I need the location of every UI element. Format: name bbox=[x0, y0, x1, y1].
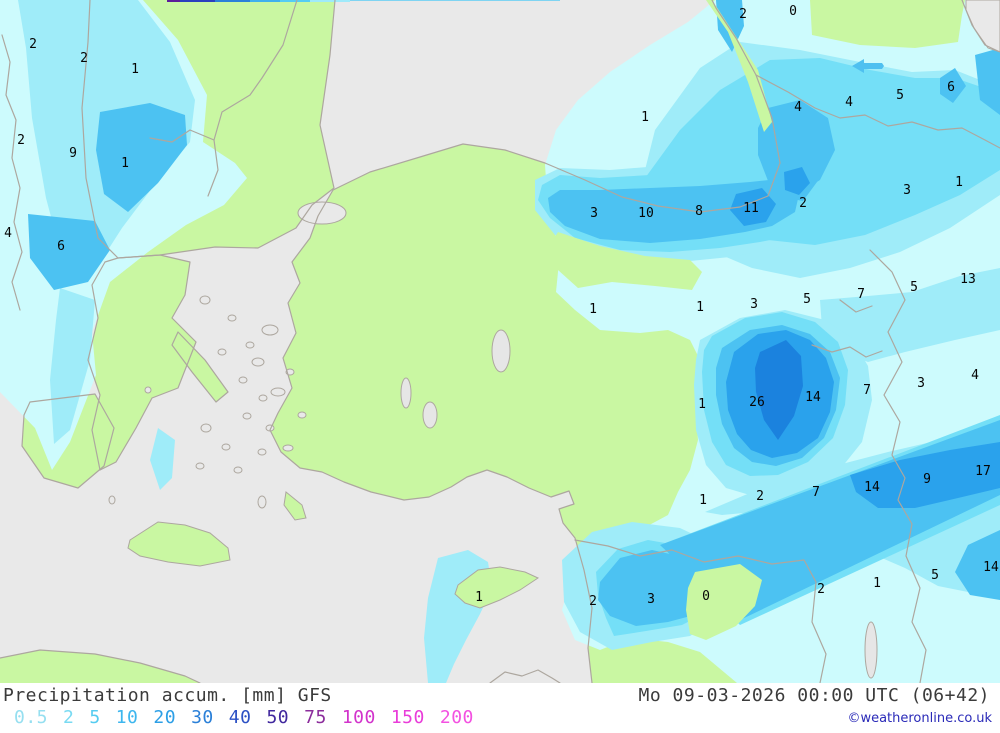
map-value-label: 3 bbox=[750, 297, 758, 312]
lake-tuz bbox=[491, 329, 511, 373]
map-value-label: 13 bbox=[960, 272, 976, 287]
map-value-label: 0 bbox=[789, 4, 797, 19]
map-value-label: 2 bbox=[756, 489, 764, 504]
map-value-label: 10 bbox=[638, 206, 654, 221]
map-value-label: 1 bbox=[475, 590, 483, 605]
map-value-label: 1 bbox=[698, 397, 706, 412]
legend-value: 75 bbox=[304, 707, 327, 728]
map-value-label: 1 bbox=[699, 493, 707, 508]
legend-value: 30 bbox=[191, 707, 214, 728]
legend-value: 100 bbox=[341, 707, 376, 728]
precipitation-layer bbox=[0, 0, 1000, 683]
legend-scale: 0.5 2 5 10 20 30 40 50 75 100 150 200 bbox=[14, 707, 474, 728]
rhodes-island bbox=[283, 491, 307, 521]
map-value-label: 9 bbox=[69, 146, 77, 161]
map-value-label: 2 bbox=[80, 51, 88, 66]
map-value-label: 14 bbox=[983, 560, 999, 575]
legend-value: 0.5 bbox=[14, 707, 49, 728]
map-value-label: 2 bbox=[589, 594, 597, 609]
map-value-label: 2 bbox=[17, 133, 25, 148]
map-value-label: 7 bbox=[863, 383, 871, 398]
map-value-label: 2 bbox=[29, 37, 37, 52]
copyright-link[interactable]: ©weatheronline.co.uk bbox=[847, 711, 992, 726]
map-value-label: 9 bbox=[923, 472, 931, 487]
map-value-label: 3 bbox=[590, 206, 598, 221]
map-value-label: 1 bbox=[641, 110, 649, 125]
crete-island bbox=[127, 521, 231, 567]
map-value-label: 1 bbox=[121, 156, 129, 171]
map-value-label: 2 bbox=[799, 196, 807, 211]
map-value-label: 5 bbox=[910, 280, 918, 295]
coastline-layer bbox=[0, 0, 1000, 683]
map-value-label: 6 bbox=[947, 80, 955, 95]
legend-value: 40 bbox=[228, 707, 252, 728]
map-value-label: 26 bbox=[749, 395, 765, 410]
map-value-label: 3 bbox=[917, 376, 925, 391]
map-value-label: 1 bbox=[589, 302, 597, 317]
map-value-label: 7 bbox=[812, 485, 820, 500]
legend-value: 150 bbox=[390, 707, 425, 728]
map-value-label: 4 bbox=[794, 100, 802, 115]
weather-map: 2 2 1 2 9 1 4 6 2 0 1 4 4 5 6 3 10 8 11 2 3 1 1 1 3 5 7 5 13 1 26 14 7 3 4… bbox=[0, 0, 1000, 683]
legend-value: 50 bbox=[266, 707, 290, 728]
map-value-label: 17 bbox=[975, 464, 991, 479]
map-value-label: 4 bbox=[971, 368, 979, 383]
map-value-label: 5 bbox=[896, 88, 904, 103]
map-value-label: 3 bbox=[903, 183, 911, 198]
map-value-label: 1 bbox=[131, 62, 139, 77]
map-value-label: 5 bbox=[803, 292, 811, 307]
wind-arrow-icon bbox=[852, 59, 884, 73]
map-value-label: 4 bbox=[845, 95, 853, 110]
map-value-label: 7 bbox=[857, 287, 865, 302]
map-value-label: 2 bbox=[817, 582, 825, 597]
legend-value: 2 bbox=[63, 707, 75, 728]
map-value-label: 14 bbox=[805, 390, 821, 405]
legend-value: 10 bbox=[115, 707, 139, 728]
map-title: Precipitation accum. [mm] GFS bbox=[3, 685, 332, 706]
map-value-label: 6 bbox=[57, 239, 65, 254]
footer-bar: Precipitation accum. [mm] GFS Mo 09-03-2… bbox=[0, 683, 1000, 733]
map-value-label: 2 bbox=[739, 7, 747, 22]
map-value-label: 1 bbox=[873, 576, 881, 591]
legend-value: 200 bbox=[439, 707, 474, 728]
legend-value: 20 bbox=[153, 707, 177, 728]
dead-sea bbox=[864, 621, 878, 679]
cyprus-island bbox=[454, 566, 540, 609]
map-value-label: 3 bbox=[647, 592, 655, 607]
map-value-label: 5 bbox=[931, 568, 939, 583]
map-value-label: 1 bbox=[955, 175, 963, 190]
legend-value: 5 bbox=[89, 707, 101, 728]
map-value-label: 11 bbox=[743, 201, 759, 216]
islands-and-lakes-layer bbox=[108, 0, 1000, 679]
map-value-label: 4 bbox=[4, 226, 12, 241]
map-value-label: 0 bbox=[702, 589, 710, 604]
map-datetime: Mo 09-03-2026 00:00 UTC (06+42) bbox=[638, 685, 990, 706]
map-value-label: 1 bbox=[696, 300, 704, 315]
map-value-label: 14 bbox=[864, 480, 880, 495]
map-value-label: 8 bbox=[695, 204, 703, 219]
